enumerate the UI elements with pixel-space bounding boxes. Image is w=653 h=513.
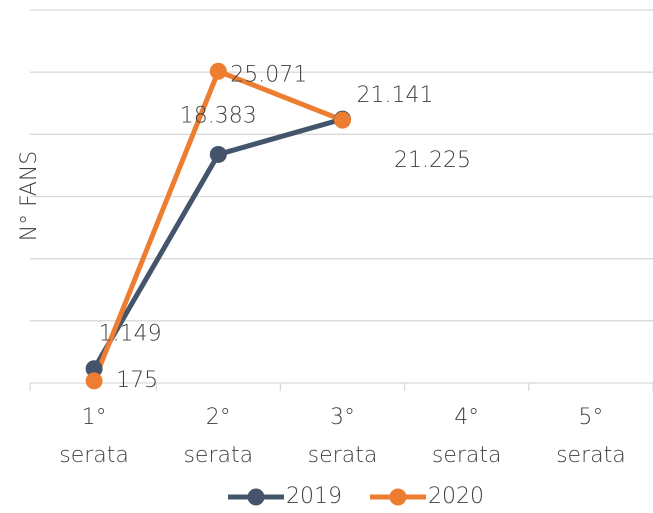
legend-marker: [247, 488, 265, 506]
x-tick-label: 4° serata: [432, 405, 502, 468]
data-label: 1.149: [99, 322, 162, 347]
x-tick-label: 1° serata: [59, 405, 129, 468]
data-label: 21.225: [394, 148, 471, 173]
point: [85, 372, 103, 390]
legend-label: 2020: [428, 484, 484, 509]
x-tick-label: 2° serata: [183, 405, 253, 468]
point: [209, 62, 227, 80]
data-label: 25.071: [230, 62, 307, 87]
point: [334, 111, 351, 129]
x-tick-label: 3° serata: [308, 405, 378, 468]
data-label: 21.141: [357, 83, 434, 108]
legend-label: 2019: [286, 484, 342, 509]
legend-marker: [389, 488, 407, 506]
point: [85, 360, 103, 378]
data-label: 18.383: [180, 103, 257, 128]
data-label: 175: [116, 368, 158, 393]
point: [209, 145, 227, 163]
x-tick-label: 5° serata: [556, 405, 626, 468]
